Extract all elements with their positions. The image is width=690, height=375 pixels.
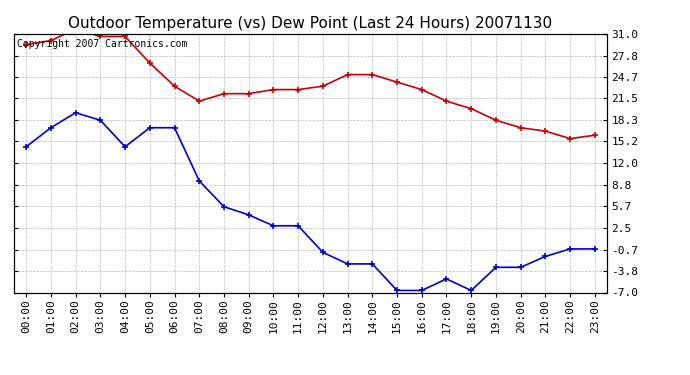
Title: Outdoor Temperature (vs) Dew Point (Last 24 Hours) 20071130: Outdoor Temperature (vs) Dew Point (Last… bbox=[68, 16, 553, 31]
Text: Copyright 2007 Cartronics.com: Copyright 2007 Cartronics.com bbox=[17, 39, 187, 49]
